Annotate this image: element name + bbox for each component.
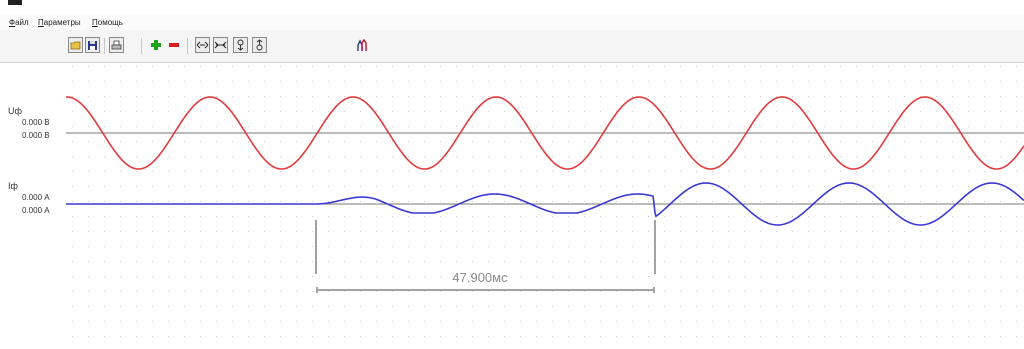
oscillogram-plot: 47.900мс — [65, 63, 1024, 344]
add-icon[interactable] — [148, 37, 163, 53]
app-icon — [8, 0, 22, 5]
toolbar-separator — [187, 38, 188, 54]
channel-value-voltage-2: 0.000 В — [22, 131, 50, 140]
channel-value-current-1: 0.000 А — [22, 193, 50, 202]
oscillogram-area[interactable]: 47.900мс Uф 0.000 В 0.000 В Iф 0.000 А 0… — [0, 63, 1024, 344]
menu-parameters[interactable]: Параметры — [38, 18, 81, 27]
open-icon[interactable] — [68, 37, 83, 53]
save-icon[interactable] — [85, 37, 100, 53]
zoom-in-time-icon[interactable] — [213, 37, 228, 53]
voltage-waveform — [65, 96, 1024, 170]
window-title-strip — [0, 0, 1024, 14]
measure-value: 47.900мс — [452, 270, 508, 285]
menu-bar: Файл Параметры Помощь — [0, 14, 1024, 30]
channel-name-voltage: Uф — [8, 106, 22, 116]
menu-file[interactable]: Файл — [9, 18, 29, 27]
toolbar-separator — [104, 38, 105, 54]
zoom-out-amplitude-icon[interactable] — [252, 37, 267, 53]
channel-value-voltage-1: 0.000 В — [22, 118, 50, 127]
channel-value-current-2: 0.000 А — [22, 206, 50, 215]
cursor-icon[interactable] — [355, 37, 370, 53]
current-waveform — [66, 182, 1024, 226]
menu-help[interactable]: Помощь — [92, 18, 123, 27]
remove-icon[interactable] — [166, 37, 181, 53]
toolbar-separator — [141, 38, 142, 54]
toolbar — [0, 30, 1024, 63]
zoom-out-time-icon[interactable] — [195, 37, 210, 53]
channel-name-current: Iф — [8, 181, 18, 191]
zoom-in-amplitude-icon[interactable] — [233, 37, 248, 53]
print-icon[interactable] — [109, 37, 124, 53]
